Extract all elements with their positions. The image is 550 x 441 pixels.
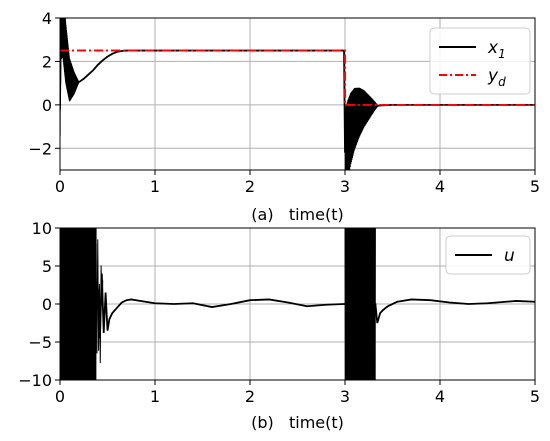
x-tick-label: 5 [530, 177, 540, 196]
legend: x1 yd [429, 27, 531, 95]
y-tick-label: 10 [32, 219, 52, 238]
plot-area [60, 228, 535, 380]
x-tick-label: 1 [150, 387, 160, 406]
y-tick-label: 2 [42, 52, 52, 71]
x-tick-label: 3 [340, 387, 350, 406]
x-tick-label: 1 [150, 177, 160, 196]
series-line-overlay-yd [60, 49, 535, 106]
x-tick-label: 4 [435, 177, 445, 196]
x-tick-label: 2 [245, 177, 255, 196]
x-tick-label: 5 [530, 387, 540, 406]
plot-area [60, 18, 535, 170]
series-oscillation-u [95, 239, 104, 364]
y-tick-label: 5 [42, 257, 52, 276]
series-oscillation-u [344, 228, 376, 380]
y-tick-label: 0 [42, 295, 52, 314]
series-oscillation-x [344, 87, 379, 170]
x-axis-label: (b) time(t) [251, 413, 344, 432]
series-oscillation-x [60, 18, 80, 136]
axes-frame [59, 17, 536, 171]
x-tick-label: 0 [55, 177, 65, 196]
y-tick-label: −2 [28, 139, 52, 158]
chart-panel-b: 0 1 2 3 4 5 −10 −5 0 5 10 (b) time(t) u [18, 219, 540, 432]
x-tick-label: 0 [55, 387, 65, 406]
x-tick-label: 4 [435, 387, 445, 406]
series-oscillation-u [60, 228, 97, 380]
legend-box [429, 27, 531, 95]
series-line-u [95, 273, 535, 339]
y-tick-label: −5 [28, 333, 52, 352]
x-axis-label: (a) time(t) [251, 205, 343, 224]
legend-label-x1: x1 [487, 38, 506, 61]
legend-label-yd: yd [487, 66, 506, 89]
y-tick-label: 0 [42, 96, 52, 115]
y-tick-label: −10 [18, 371, 52, 390]
legend-label-u: u [504, 246, 515, 266]
x-tick-label: 2 [245, 387, 255, 406]
legend: u [445, 235, 531, 275]
x-tick-label: 3 [340, 177, 350, 196]
y-tick-label: 4 [42, 9, 52, 28]
